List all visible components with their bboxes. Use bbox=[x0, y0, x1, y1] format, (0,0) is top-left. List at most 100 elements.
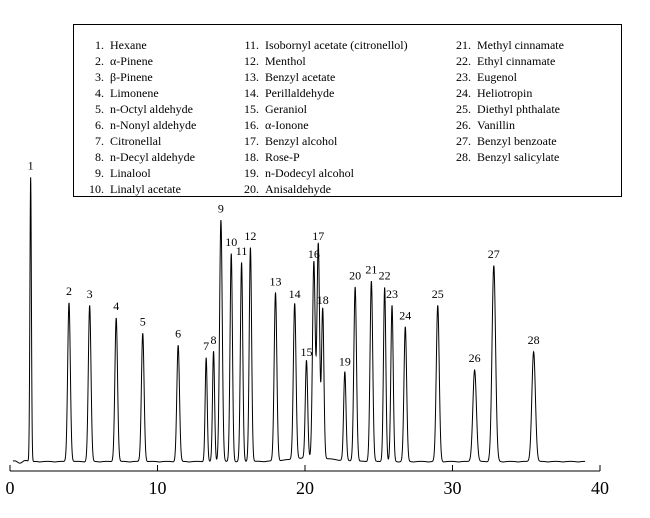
legend-item-number: 8. bbox=[95, 150, 104, 164]
peak-label: 19 bbox=[339, 354, 351, 368]
legend-item-number: 7. bbox=[95, 134, 104, 148]
peak-label: 8 bbox=[211, 333, 217, 347]
peak-label: 18 bbox=[317, 293, 329, 307]
legend-item-name: Benzyl acetate bbox=[265, 70, 336, 84]
legend-item-number: 14. bbox=[244, 86, 259, 100]
legend-item-name: β-Pinene bbox=[110, 70, 153, 84]
peak-label: 12 bbox=[244, 229, 256, 243]
peak-label: 1 bbox=[28, 158, 34, 172]
peak-label: 16 bbox=[308, 247, 320, 261]
legend-item: 27. Benzyl benzoate bbox=[443, 133, 564, 149]
legend-item-name: Diethyl phthalate bbox=[477, 102, 560, 116]
legend-item-name: Heliotropin bbox=[477, 86, 533, 100]
legend-item-number: 13. bbox=[244, 70, 259, 84]
peak-label: 28 bbox=[528, 333, 540, 347]
legend-item-number: 20. bbox=[244, 182, 259, 196]
legend-item-number: 1. bbox=[95, 38, 104, 52]
legend-item-name: Benzyl benzoate bbox=[477, 134, 557, 148]
legend-item: 10. Linalyl acetate bbox=[76, 181, 196, 197]
legend-item-number: 17. bbox=[244, 134, 259, 148]
x-tick-label: 10 bbox=[149, 478, 167, 498]
legend-item: 24. Heliotropin bbox=[443, 85, 564, 101]
legend-item: 17. Benzyl alcohol bbox=[231, 133, 408, 149]
legend-item-number: 11. bbox=[244, 38, 259, 52]
peak-label: 10 bbox=[225, 235, 237, 249]
legend-item-name: Linalyl acetate bbox=[110, 182, 181, 196]
legend-item: 23. Eugenol bbox=[443, 69, 564, 85]
legend-item: 28. Benzyl salicylate bbox=[443, 149, 564, 165]
compound-legend: 1. Hexane 2. α-Pinene 3. β-Pinene 4. Limonene 5.… bbox=[73, 24, 622, 197]
legend-item-number: 5. bbox=[95, 102, 104, 116]
legend-item-name: Citronellal bbox=[110, 134, 162, 148]
legend-item-number: 26. bbox=[456, 118, 471, 132]
legend-item: 5. n-Octyl aldehyde bbox=[76, 101, 196, 117]
legend-item-name: Hexane bbox=[110, 38, 147, 52]
legend-item: 22. Ethyl cinnamate bbox=[443, 53, 564, 69]
legend-item: 20. Anisaldehyde bbox=[231, 181, 408, 197]
peak-label: 11 bbox=[236, 244, 248, 258]
legend-item: 26. Vanillin bbox=[443, 117, 564, 133]
x-tick-label: 40 bbox=[591, 478, 609, 498]
peak-label: 6 bbox=[175, 327, 181, 341]
chromatogram-trace bbox=[12, 177, 586, 464]
legend-item-name: Benzyl alcohol bbox=[265, 134, 338, 148]
legend-item-name: Anisaldehyde bbox=[265, 182, 331, 196]
legend-item-number: 16. bbox=[244, 118, 259, 132]
legend-item-number: 3. bbox=[95, 70, 104, 84]
legend-item: 15. Geraniol bbox=[231, 101, 408, 117]
legend-item-name: Menthol bbox=[265, 54, 306, 68]
x-tick-label: 20 bbox=[296, 478, 314, 498]
legend-item: 6. n-Nonyl aldehyde bbox=[76, 117, 196, 133]
legend-item: 3. β-Pinene bbox=[76, 69, 196, 85]
legend-item: 11. Isobornyl acetate (citronellol) bbox=[231, 37, 407, 53]
legend-item: 18. Rose-P bbox=[231, 149, 408, 165]
legend-item-number: 4. bbox=[95, 86, 104, 100]
legend-item-name: Benzyl salicylate bbox=[477, 150, 560, 164]
peak-label: 25 bbox=[432, 287, 444, 301]
legend-item-number: 6. bbox=[95, 118, 104, 132]
legend-item-number: 15. bbox=[244, 102, 259, 116]
peak-label: 15 bbox=[300, 345, 312, 359]
peak-label: 20 bbox=[349, 269, 361, 283]
peak-label: 17 bbox=[312, 229, 324, 243]
x-tick-label: 0 bbox=[6, 478, 15, 498]
legend-item-number: 18. bbox=[244, 150, 259, 164]
legend-item-name: Rose-P bbox=[265, 150, 300, 164]
legend-item: 9. Linalool bbox=[76, 165, 196, 181]
legend-item: 7. Citronellal bbox=[76, 133, 196, 149]
legend-item-number: 24. bbox=[456, 86, 471, 100]
legend-item-name: Limonene bbox=[110, 86, 159, 100]
peak-label: 3 bbox=[87, 287, 93, 301]
legend-column-3: 21. Methyl cinnamate 22. Ethyl cinnamate 23.… bbox=[443, 37, 564, 165]
legend-item: 4. Limonene bbox=[76, 85, 196, 101]
legend-item-number: 2. bbox=[95, 54, 104, 68]
legend-item: 16. α-Ionone bbox=[231, 117, 408, 133]
legend-item: 13. Benzyl acetate bbox=[231, 69, 408, 85]
peak-label: 5 bbox=[140, 314, 146, 328]
legend-item: 19. n-Dodecyl alcohol bbox=[231, 165, 408, 181]
x-tick-label: 30 bbox=[444, 478, 462, 498]
peak-label: 23 bbox=[386, 287, 398, 301]
legend-item-name: Eugenol bbox=[477, 70, 517, 84]
legend-item-number: 19. bbox=[244, 166, 259, 180]
legend-item-number: 9. bbox=[95, 166, 104, 180]
peak-label: 21 bbox=[365, 262, 377, 276]
legend-item: 14. Perillaldehyde bbox=[231, 85, 408, 101]
legend-item-number: 27. bbox=[456, 134, 471, 148]
legend-item-name: α-Ionone bbox=[265, 118, 309, 132]
legend-item-name: Vanillin bbox=[477, 118, 515, 132]
legend-item-number: 23. bbox=[456, 70, 471, 84]
peak-label: 27 bbox=[488, 247, 500, 261]
legend-item-name: Linalool bbox=[110, 166, 151, 180]
peak-label: 9 bbox=[218, 201, 224, 215]
peak-label: 22 bbox=[379, 269, 391, 283]
x-axis-ticks: 0 10 20 30 40 bbox=[6, 465, 609, 498]
legend-item-name: Methyl cinnamate bbox=[477, 38, 564, 52]
legend-item: 25. Diethyl phthalate bbox=[443, 101, 564, 117]
legend-item-name: n-Decyl aldehyde bbox=[110, 150, 195, 164]
peak-label: 7 bbox=[203, 339, 209, 353]
legend-item: 12. Menthol bbox=[231, 53, 408, 69]
legend-item-name: Geraniol bbox=[265, 102, 307, 116]
